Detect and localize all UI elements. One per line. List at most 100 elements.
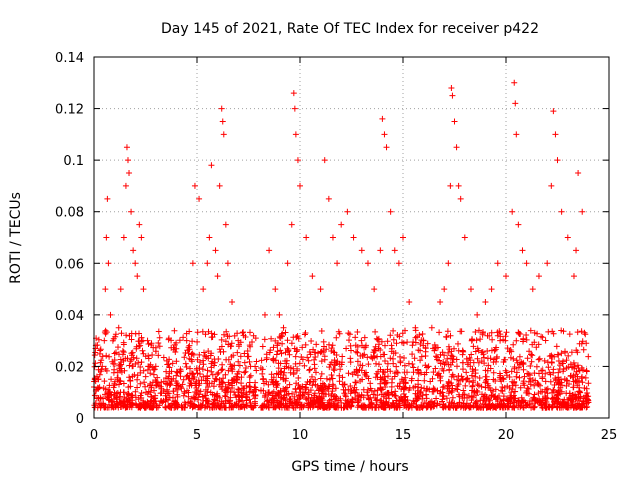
data-point — [371, 286, 378, 293]
data-point — [461, 234, 468, 241]
data-point — [122, 182, 129, 189]
data-point — [325, 195, 332, 202]
data-point — [309, 273, 316, 280]
data-point — [128, 208, 135, 215]
data-point — [303, 234, 310, 241]
data-point — [102, 286, 109, 293]
data-point — [334, 260, 341, 267]
x-tick-label: 0 — [90, 428, 98, 443]
data-point — [294, 157, 301, 164]
data-point — [290, 90, 297, 97]
data-point — [123, 144, 130, 151]
data-point — [247, 363, 254, 370]
data-point — [140, 286, 147, 293]
data-point — [445, 260, 452, 267]
data-point — [428, 324, 435, 331]
data-point — [379, 115, 386, 122]
data-point — [220, 131, 227, 138]
chart-title: Day 145 of 2021, Rate Of TEC Index for r… — [161, 21, 539, 37]
y-tick-label: 0.02 — [55, 360, 84, 375]
data-point — [219, 118, 226, 125]
data-point — [391, 247, 398, 254]
y-tick-label: 0 — [76, 412, 84, 427]
data-point — [494, 260, 501, 267]
data-point — [206, 234, 213, 241]
data-point — [344, 208, 351, 215]
data-point — [512, 100, 519, 107]
x-tick-label: 10 — [292, 428, 309, 443]
data-point — [558, 208, 565, 215]
data-point — [457, 195, 464, 202]
x-tick-label: 15 — [395, 428, 412, 443]
data-point — [189, 260, 196, 267]
data-point — [515, 221, 522, 228]
data-point — [183, 337, 190, 344]
data-point — [503, 273, 509, 280]
y-tick-label: 0.12 — [55, 103, 84, 118]
data-point — [138, 234, 145, 241]
dense-points-path — [91, 327, 592, 411]
data-point — [130, 247, 137, 254]
data-point — [317, 286, 324, 293]
y-tick-label: 0.08 — [55, 206, 84, 221]
data-point — [196, 195, 203, 202]
data-point — [99, 363, 106, 370]
data-point — [104, 195, 111, 202]
data-point — [395, 260, 402, 267]
data-point — [575, 170, 582, 177]
data-point — [406, 298, 413, 305]
data-point — [573, 247, 580, 254]
plot-frame — [93, 56, 610, 419]
data-point — [132, 260, 139, 267]
data-point — [288, 221, 295, 228]
data-point — [550, 108, 557, 115]
data-point — [564, 234, 571, 241]
data-point — [95, 376, 102, 383]
data-point — [509, 208, 516, 215]
data-point — [105, 260, 112, 267]
data-point — [358, 247, 365, 254]
data-point — [350, 234, 357, 241]
data-point — [441, 286, 448, 293]
data-point — [229, 298, 236, 305]
data-point — [364, 260, 371, 267]
x-tick-label: 5 — [193, 428, 201, 443]
data-point — [214, 273, 221, 280]
data-point — [212, 247, 219, 254]
data-point — [115, 324, 122, 331]
data-point — [400, 234, 406, 241]
data-point — [554, 157, 561, 164]
data-point — [111, 350, 118, 357]
data-point — [387, 208, 394, 215]
data-point — [117, 286, 124, 293]
data-point — [437, 298, 444, 305]
data-point — [191, 182, 198, 189]
data-point — [453, 144, 460, 151]
data-point — [455, 182, 462, 189]
data-point — [447, 182, 454, 189]
data-point — [420, 337, 427, 344]
y-axis-ticks: 0 0.02 0.04 0.06 0.08 0.1 0.12 0.14 — [55, 51, 609, 427]
dense-baseline-points — [91, 327, 592, 411]
data-point — [284, 260, 291, 267]
data-point — [204, 260, 211, 267]
data-point — [467, 286, 474, 293]
data-point — [548, 182, 555, 189]
data-point — [266, 247, 273, 254]
data-point — [101, 337, 108, 344]
data-point — [136, 221, 143, 228]
y-axis-label: ROTI / TECUs — [8, 192, 24, 284]
x-axis-ticks: 0 5 10 15 20 25 — [90, 57, 617, 443]
data-point — [381, 131, 388, 138]
data-point — [134, 273, 141, 280]
data-point — [519, 247, 526, 254]
data-point — [451, 118, 458, 125]
data-point — [544, 260, 551, 267]
data-point — [200, 286, 207, 293]
x-tick-label: 25 — [601, 428, 618, 443]
data-point — [511, 79, 518, 86]
data-point — [224, 260, 231, 267]
data-point — [235, 337, 242, 344]
data-point — [173, 358, 180, 365]
data-point — [163, 368, 170, 375]
